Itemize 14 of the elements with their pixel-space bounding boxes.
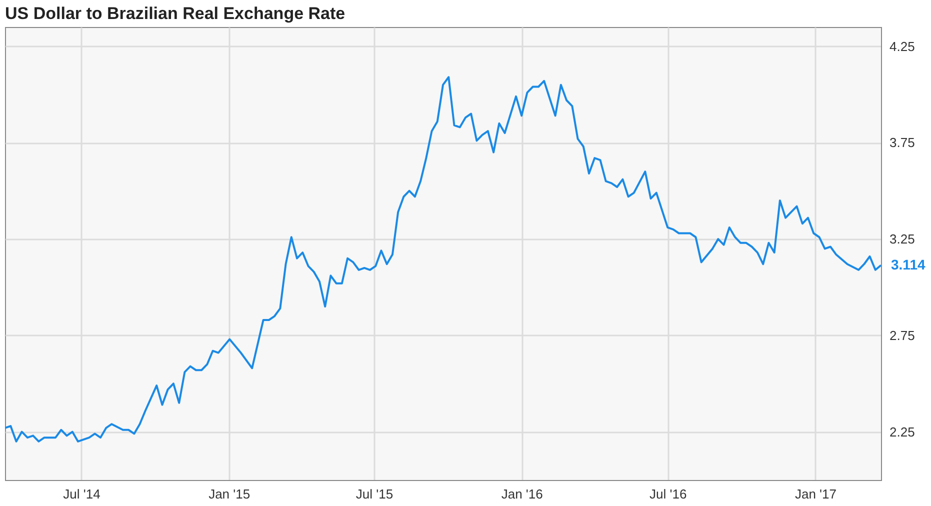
x-tick-label: Jul '14: [63, 486, 100, 502]
chart-title: US Dollar to Brazilian Real Exchange Rate: [5, 4, 346, 23]
y-tick-label: 4.25: [890, 38, 915, 54]
x-tick-label: Jan '15: [208, 486, 250, 502]
y-tick-label: 2.75: [890, 328, 915, 343]
y-tick-label: 3.25: [890, 232, 915, 247]
annotation: 3.114: [891, 256, 926, 272]
x-tick-label: Jan '17: [794, 486, 836, 502]
y-tick-label: 3.75: [890, 135, 915, 150]
line-series: [5, 76, 881, 442]
x-tick-label: Jul '15: [356, 486, 394, 502]
x-tick-label: Jul '16: [650, 486, 687, 502]
x-tick-label: Jan '16: [501, 486, 543, 502]
y-tick-label: 2.25: [890, 424, 915, 440]
